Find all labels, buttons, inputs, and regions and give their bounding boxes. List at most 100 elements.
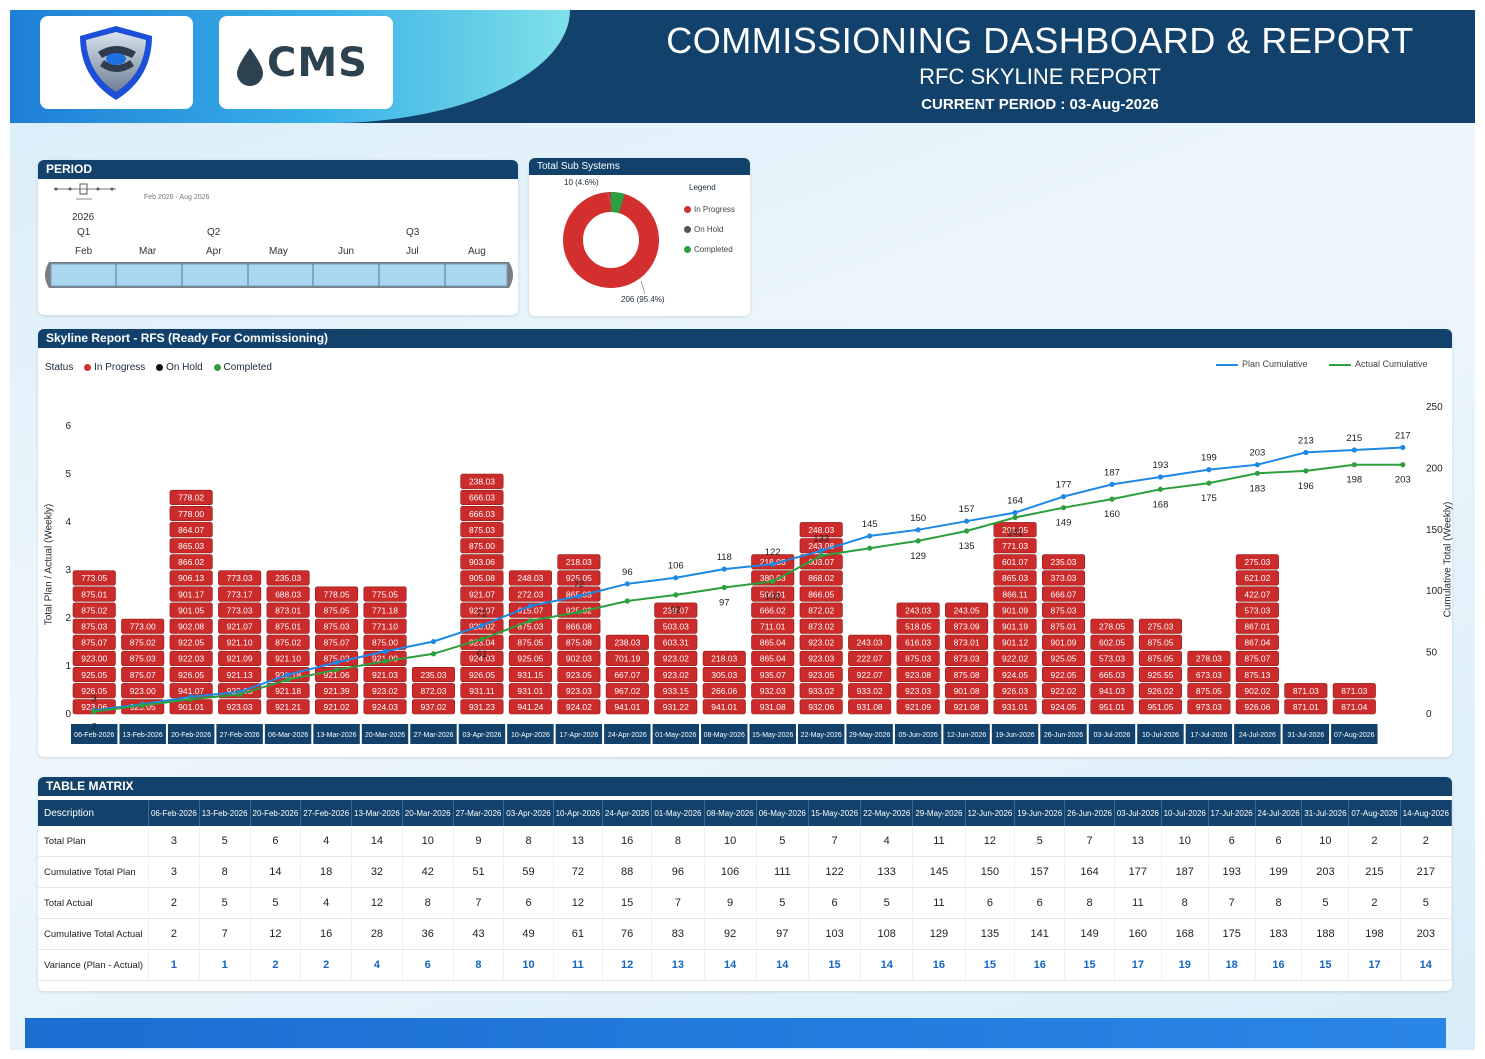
matrix-date-header[interactable]: 20-Feb-2026 <box>250 800 302 826</box>
subsystem-block[interactable] <box>799 586 843 602</box>
subsystem-block[interactable] <box>72 570 116 586</box>
subsystem-block[interactable] <box>169 554 213 570</box>
subsystem-block[interactable] <box>1041 683 1086 699</box>
matrix-date-header[interactable]: 12-Jun-2026 <box>965 800 1016 826</box>
subsystem-block[interactable] <box>848 666 892 683</box>
subsystem-block[interactable] <box>218 650 262 667</box>
status-on-hold[interactable]: On Hold <box>156 362 203 373</box>
subsystem-block[interactable] <box>945 618 989 634</box>
subsystem-block[interactable] <box>799 683 843 699</box>
subsystem-block[interactable] <box>266 650 310 667</box>
subsystem-block[interactable] <box>751 618 795 634</box>
subsystem-block[interactable] <box>896 699 940 715</box>
subsystem-block[interactable] <box>799 618 843 634</box>
subsystem-block[interactable] <box>702 666 746 683</box>
subsystem-block[interactable] <box>1041 602 1086 618</box>
subsystem-block[interactable] <box>266 699 310 715</box>
subsystem-block[interactable] <box>411 683 456 699</box>
subsystem-block[interactable] <box>654 618 698 634</box>
subsystem-block[interactable] <box>266 570 310 586</box>
subsystem-block[interactable] <box>799 650 843 667</box>
subsystem-block[interactable] <box>72 650 116 667</box>
status-in-progress[interactable]: In Progress <box>84 362 145 373</box>
subsystem-block[interactable] <box>460 699 504 715</box>
subsystem-block[interactable] <box>1090 699 1134 715</box>
subsystem-block[interactable] <box>1235 570 1279 586</box>
subsystem-block[interactable] <box>508 634 552 650</box>
subsystem-block[interactable] <box>169 602 213 618</box>
subsystem-block[interactable] <box>121 683 165 699</box>
subsystem-block[interactable] <box>1090 666 1134 683</box>
subsystem-block[interactable] <box>266 618 310 634</box>
subsystem-block[interactable] <box>993 650 1037 667</box>
subsystem-block[interactable] <box>993 634 1037 650</box>
matrix-date-header[interactable]: 06-May-2026 <box>756 800 809 826</box>
subsystem-block[interactable] <box>315 634 359 650</box>
matrix-date-header[interactable]: 06-Feb-2026 <box>148 800 200 826</box>
subsystem-block[interactable] <box>1284 683 1328 699</box>
subsystem-block[interactable] <box>848 650 892 667</box>
subsystem-block[interactable] <box>557 699 601 715</box>
subsystem-block[interactable] <box>1235 586 1279 602</box>
subsystem-block[interactable] <box>702 683 746 699</box>
subsystem-block[interactable] <box>799 699 843 715</box>
subsystem-block[interactable] <box>363 666 407 683</box>
matrix-date-header[interactable]: 19-Jun-2026 <box>1014 800 1066 826</box>
matrix-date-header[interactable]: 07-Aug-2026 <box>1348 800 1401 826</box>
subsystem-block[interactable] <box>508 570 552 586</box>
matrix-date-header[interactable]: 10-Apr-2026 <box>553 800 603 826</box>
subsystem-block[interactable] <box>315 602 359 618</box>
subsystem-block[interactable] <box>993 699 1037 715</box>
subsystem-block[interactable] <box>557 666 601 683</box>
subsystem-block[interactable] <box>169 489 213 505</box>
subsystem-block[interactable] <box>1041 666 1086 683</box>
subsystem-block[interactable] <box>169 666 213 683</box>
matrix-date-header[interactable]: 26-Jun-2026 <box>1064 800 1115 826</box>
subsystem-block[interactable] <box>1332 699 1376 715</box>
matrix-date-header[interactable]: 29-May-2026 <box>912 800 966 826</box>
subsystem-block[interactable] <box>1090 634 1134 650</box>
subsystem-block[interactable] <box>702 699 746 715</box>
subsystem-block[interactable] <box>266 586 310 602</box>
subsystem-block[interactable] <box>1235 650 1279 667</box>
subsystem-block[interactable] <box>557 618 601 634</box>
matrix-date-header[interactable]: 10-Jul-2026 <box>1161 800 1209 826</box>
matrix-date-header[interactable]: 13-Mar-2026 <box>351 800 403 826</box>
subsystem-block[interactable] <box>605 683 649 699</box>
subsystem-block[interactable] <box>508 683 552 699</box>
subsystem-block[interactable] <box>266 634 310 650</box>
donut-slice-in-progress[interactable] <box>563 192 659 288</box>
subsystem-block[interactable] <box>266 602 310 618</box>
skyline-chart[interactable]: 0 1 2 3 4 5 6 0 50 100 150 200 250 923.06 926.05 925.05… <box>38 329 1452 757</box>
subsystem-block[interactable] <box>896 683 940 699</box>
subsystem-block[interactable] <box>1138 634 1182 650</box>
subsystem-block[interactable] <box>1041 699 1086 715</box>
matrix-date-header[interactable]: 01-May-2026 <box>651 800 705 826</box>
subsystem-block[interactable] <box>751 650 795 667</box>
matrix-date-header[interactable]: 17-Jul-2026 <box>1208 800 1256 826</box>
subsystem-block[interactable] <box>1235 634 1279 650</box>
subsystem-block[interactable] <box>993 602 1037 618</box>
subsystem-block[interactable] <box>557 554 601 570</box>
subsystem-block[interactable] <box>605 634 649 650</box>
subsystem-block[interactable] <box>799 634 843 650</box>
subsystem-block[interactable] <box>799 602 843 618</box>
subsystem-block[interactable] <box>1138 618 1182 634</box>
subsystem-block[interactable] <box>1235 683 1279 699</box>
subsystem-block[interactable] <box>945 666 989 683</box>
subsystem-block[interactable] <box>218 602 262 618</box>
subsystem-block[interactable] <box>460 586 504 602</box>
matrix-date-header[interactable]: 08-May-2026 <box>704 800 757 826</box>
subsystem-block[interactable] <box>72 602 116 618</box>
matrix-header-description[interactable]: Description <box>38 800 149 826</box>
subsystem-block[interactable] <box>1187 683 1231 699</box>
subsystem-block[interactable] <box>508 586 552 602</box>
subsystem-block[interactable] <box>121 634 165 650</box>
subsystem-block[interactable] <box>751 666 795 683</box>
status-completed[interactable]: Completed <box>213 362 272 373</box>
subsystem-block[interactable] <box>218 586 262 602</box>
subsystem-block[interactable] <box>654 666 698 683</box>
subsystem-block[interactable] <box>751 634 795 650</box>
subsystem-block[interactable] <box>654 683 698 699</box>
legend-plan-cumulative[interactable]: Plan Cumulative <box>1216 359 1308 369</box>
